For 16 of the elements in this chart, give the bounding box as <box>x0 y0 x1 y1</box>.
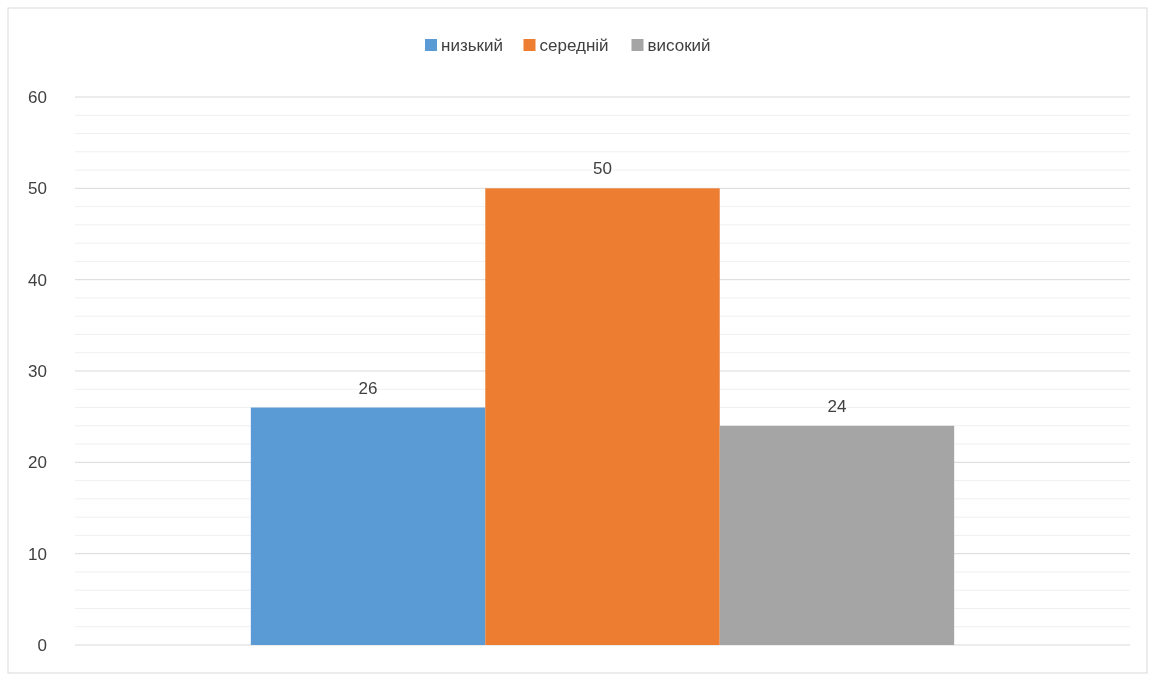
y-tick-label: 30 <box>28 361 47 381</box>
bar <box>250 407 486 645</box>
y-tick-label: 40 <box>28 270 47 290</box>
y-tick-label: 10 <box>28 544 47 564</box>
legend-label: низький <box>441 35 503 55</box>
bar <box>719 425 955 645</box>
y-tick-label: 0 <box>37 635 47 655</box>
y-tick-label: 50 <box>28 179 47 199</box>
y-tick-label: 60 <box>28 87 47 107</box>
data-label: 50 <box>593 159 612 179</box>
bar <box>485 188 720 645</box>
y-tick-label: 20 <box>28 453 47 473</box>
legend-label: високий <box>647 35 711 55</box>
legend-label: середній <box>539 35 609 55</box>
data-label: 24 <box>827 396 847 416</box>
data-label: 26 <box>358 378 378 398</box>
